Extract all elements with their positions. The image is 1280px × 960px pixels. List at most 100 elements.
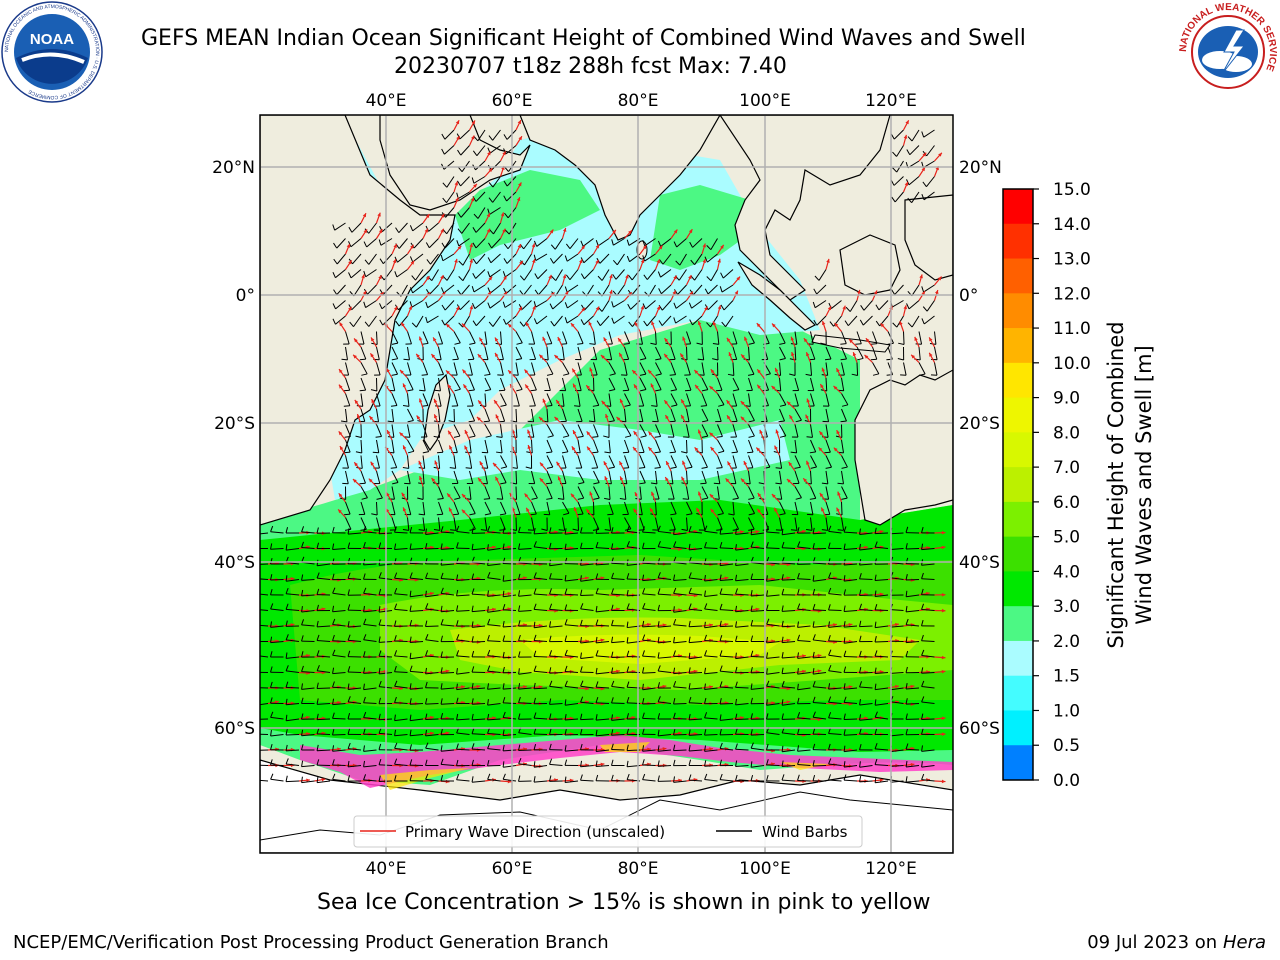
wind-barb [351, 300, 362, 311]
wind-barb [398, 222, 408, 233]
wave-arrow-head [321, 777, 326, 782]
wave-arrow-head [554, 416, 559, 421]
wave-arrow-head [756, 447, 761, 452]
wind-barb-flag [549, 635, 552, 642]
wave-arrow-head [709, 747, 713, 751]
wind-barb [624, 424, 632, 437]
wind-barb-flag [595, 714, 598, 721]
wind-barb-flag [418, 482, 425, 485]
wind-barb [766, 732, 780, 735]
wind-barb-flag [285, 744, 288, 751]
colorbar-band [1003, 606, 1033, 642]
wind-barb [735, 686, 749, 689]
wind-barb [782, 562, 796, 565]
wind-barb [412, 284, 424, 294]
wind-barb [701, 486, 709, 499]
wind-barb-flag [750, 541, 754, 548]
wind-barb [410, 594, 424, 598]
lon-tick-bottom: 100°E [739, 859, 791, 879]
wind-barb [562, 486, 565, 500]
colorbar-band [1003, 189, 1033, 225]
wind-barb [841, 362, 845, 376]
wind-barb [655, 331, 657, 345]
wind-barb [536, 238, 548, 247]
wind-barb-flag [347, 542, 351, 549]
wind-barb-flag [502, 620, 505, 628]
wind-barb-flag [797, 603, 801, 610]
wind-barb [518, 562, 532, 565]
wave-arrow-head [740, 716, 744, 720]
wind-barb-flag [626, 621, 629, 628]
wind-barb [562, 470, 567, 484]
wave-arrow-head [419, 476, 423, 480]
wind-barb-flag [921, 318, 925, 325]
wind-barb-flag [387, 420, 394, 423]
wind-barb-flag [595, 636, 598, 643]
wind-barb-flag [657, 652, 660, 659]
wind-barb-flag [471, 759, 474, 766]
wind-barb [425, 594, 439, 598]
wind-barb-flag [921, 588, 924, 595]
wind-barb [810, 439, 817, 453]
lat-tick-left: 0° [236, 286, 255, 306]
wind-barb [704, 530, 718, 534]
wind-barb [782, 656, 796, 659]
wave-arrow-head [740, 416, 745, 421]
wind-barb-flag [285, 665, 289, 672]
wind-barb-flag [525, 466, 532, 469]
wind-barb-flag [394, 729, 397, 736]
wind-barb [833, 315, 842, 327]
wind-barb-flag [285, 575, 288, 582]
wind-barb-flag [409, 729, 412, 736]
wind-barb [577, 331, 584, 344]
wind-barb-flag [905, 590, 908, 597]
wind-barb [410, 641, 424, 644]
wind-barb [810, 470, 812, 485]
wind-barb-flag [426, 259, 431, 265]
wind-barb [782, 703, 796, 706]
wind-barb [476, 145, 486, 156]
wind-barb-flag [564, 528, 567, 535]
wind-barb [477, 207, 486, 219]
wind-barb [921, 609, 935, 611]
wind-barb-flag [422, 451, 429, 454]
wind-barb-flag [640, 358, 647, 361]
wind-barb-flag [332, 667, 335, 674]
wind-barb-flag [844, 320, 849, 326]
wind-barb-flag [394, 620, 397, 627]
wind-barb-flag [781, 667, 784, 674]
wind-barb-flag [828, 525, 832, 532]
wind-barb-flag [442, 275, 448, 281]
wave-arrow-head [523, 685, 527, 689]
wind-barb [456, 655, 470, 658]
wind-barb-flag [487, 759, 490, 767]
wind-barb-flag [363, 760, 366, 767]
wind-barb [484, 362, 491, 375]
wind-barb-flag [456, 774, 460, 780]
wind-barb-flag [657, 621, 660, 628]
wind-barb [694, 253, 703, 265]
wind-barb [844, 548, 858, 551]
wind-barb-flag [502, 711, 506, 718]
wind-barb [523, 315, 532, 327]
wind-barb-flag [347, 728, 351, 735]
wave-arrow-head [557, 337, 562, 342]
wind-barb-flag [409, 744, 412, 751]
wind-barb [562, 346, 565, 360]
wind-barb [678, 269, 687, 281]
wind-barb-flag [270, 603, 274, 610]
colorbar-tick-label: 13.0 [1053, 250, 1091, 270]
wind-barb [316, 687, 331, 690]
wind-barb-flag [364, 321, 370, 327]
wind-barb [781, 579, 796, 581]
wind-barb [825, 517, 829, 531]
wind-barb-flag [626, 573, 630, 580]
wind-barb [934, 331, 937, 345]
wind-barb [565, 749, 579, 752]
wind-barb [500, 393, 507, 406]
wind-barb [921, 578, 935, 580]
wave-arrow-head [827, 306, 832, 311]
wind-barb-flag [564, 714, 567, 721]
wave-arrow-head [921, 291, 925, 296]
wind-barb [523, 238, 532, 250]
